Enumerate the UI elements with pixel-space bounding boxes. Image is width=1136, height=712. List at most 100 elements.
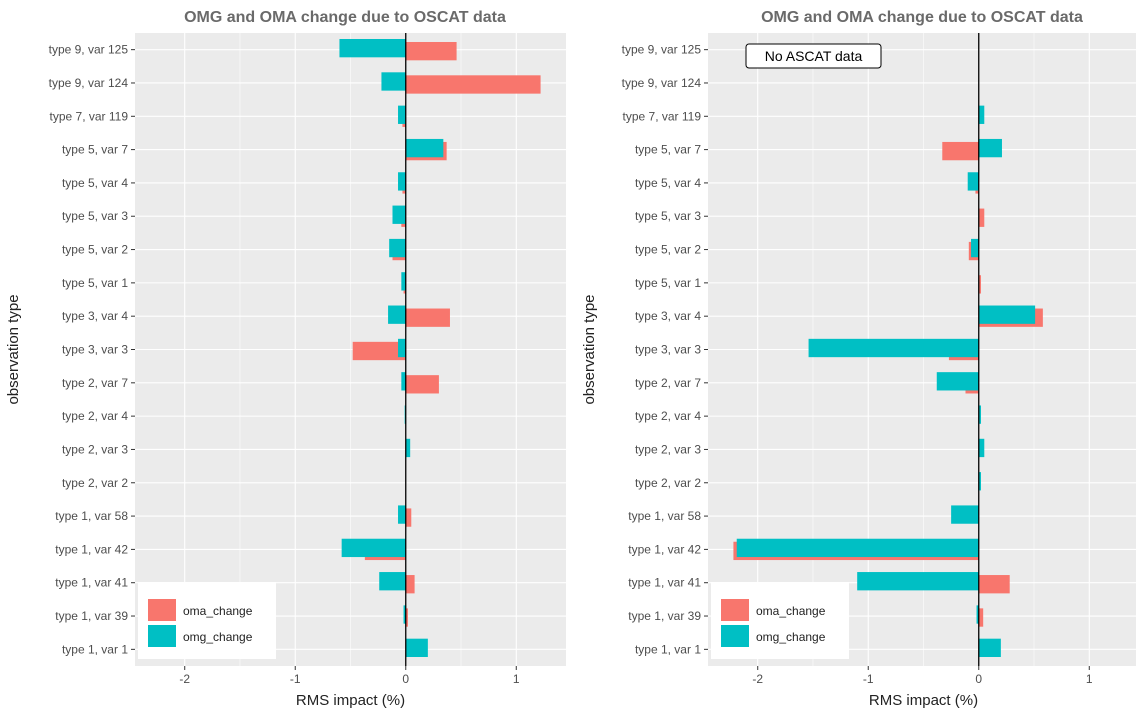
bar-omg_change-15 [967, 172, 979, 191]
bar-oma_change-19 [405, 41, 457, 61]
x-tick-label: -1 [290, 672, 301, 686]
y-tick-label: type 5, var 1 [62, 276, 128, 290]
bar-omg_change-17 [978, 105, 985, 124]
annotation: No ASCAT data [745, 43, 882, 69]
y-tick-label: type 9, var 125 [49, 43, 129, 57]
bar-omg_change-8 [978, 405, 981, 424]
series-omg_change [736, 38, 1036, 658]
x-tick-label: 1 [513, 672, 520, 686]
bar-omg_change-1 [405, 638, 428, 658]
legend-label-oma_change: oma_change [183, 604, 253, 618]
legend: oma_change omg_change [711, 582, 849, 659]
bar-omg_change-6 [978, 472, 981, 491]
y-tick-label: type 5, var 3 [62, 209, 128, 223]
y-tick-label: type 2, var 3 [635, 442, 701, 456]
bar-omg_change-16 [978, 138, 1002, 158]
x-axis-label: RMS impact (%) [296, 692, 405, 709]
y-tick-label: type 1, var 58 [55, 509, 128, 523]
y-tick-label: type 1, var 42 [55, 542, 128, 556]
y-tick-label: type 5, var 3 [635, 209, 701, 223]
bar-oma_change-9 [405, 375, 439, 394]
y-tick-label: type 7, var 119 [623, 109, 702, 123]
y-tick-label: type 5, var 1 [635, 276, 701, 290]
series-omg_change [339, 38, 444, 658]
bar-oma_change-5 [405, 508, 412, 527]
y-tick-label: type 2, var 7 [62, 376, 128, 390]
bar-oma_change-16 [942, 141, 979, 161]
bar-oma_change-3 [405, 575, 415, 594]
bar-omg_change-2 [976, 605, 979, 624]
bar-oma_change-2 [405, 608, 408, 627]
x-tick-label: 0 [975, 672, 982, 686]
annotation-text: No ASCAT data [765, 48, 863, 64]
chart-title: OMG and OMA change due to OSCAT data [184, 9, 506, 26]
y-tick-label: type 2, var 3 [62, 442, 128, 456]
chart-title: OMG and OMA change due to OSCAT data [761, 9, 1083, 26]
bar-omg_change-12 [401, 272, 406, 291]
legend-label-oma_change: oma_change [756, 604, 826, 618]
bar-omg_change-4 [341, 538, 406, 558]
legend-swatch-oma_change [148, 599, 176, 621]
y-tick-label: type 3, var 4 [62, 309, 128, 323]
y-tick-label: type 2, var 2 [62, 476, 128, 490]
x-tick-label: 0 [402, 672, 409, 686]
y-tick-label: type 5, var 7 [635, 143, 701, 157]
y-tick-label: type 3, var 3 [635, 343, 701, 357]
chart-panel-1: type 1, var 1 type 1, var 39 type 1, var 4… [5, 9, 566, 709]
bar-omg_change-13 [389, 238, 406, 258]
legend-swatch-omg_change [148, 625, 176, 647]
x-tick-label: -2 [752, 672, 763, 686]
chart-panel-2: type 1, var 1 type 1, var 39 type 1, var 4… [581, 9, 1136, 709]
y-tick-label: type 2, var 2 [635, 476, 701, 490]
y-tick-label: type 9, var 124 [49, 76, 129, 90]
bar-omg_change-19 [339, 38, 406, 58]
legend-swatch-omg_change [721, 625, 749, 647]
legend-label-omg_change: omg_change [756, 630, 826, 644]
y-tick-label: type 1, var 41 [628, 576, 701, 590]
bar-omg_change-7 [405, 438, 411, 458]
y-tick-label: type 3, var 3 [62, 343, 128, 357]
bar-oma_change-12 [978, 275, 981, 294]
y-tick-label: type 2, var 7 [635, 376, 701, 390]
bars [339, 38, 541, 661]
bar-omg_change-3 [379, 572, 406, 591]
y-tick-label: type 7, var 119 [50, 109, 129, 123]
y-tick-label: type 2, var 4 [635, 409, 701, 423]
x-tick-label: -2 [179, 672, 190, 686]
y-tick-label: type 2, var 4 [62, 409, 128, 423]
y-tick-label: type 5, var 2 [635, 243, 701, 257]
bar-omg_change-5 [398, 505, 406, 524]
y-tick-label: type 1, var 58 [628, 509, 701, 523]
bar-omg_change-14 [392, 205, 406, 224]
bar-omg_change-15 [398, 172, 406, 191]
y-tick-label: type 1, var 39 [55, 609, 128, 623]
bar-omg_change-7 [978, 438, 985, 458]
bar-omg_change-2 [403, 605, 406, 624]
legend: oma_change omg_change [138, 582, 276, 659]
y-tick-label: type 9, var 125 [622, 43, 702, 57]
bar-omg_change-11 [388, 305, 406, 324]
y-axis-label: observation type [581, 294, 598, 404]
y-tick-label: type 1, var 1 [635, 642, 701, 656]
annotation-box [745, 43, 882, 69]
bar-oma_change-11 [405, 308, 450, 327]
bar-omg_change-10 [398, 338, 406, 358]
y-tick-label: type 1, var 1 [62, 642, 128, 656]
x-tick-label: 1 [1086, 672, 1093, 686]
bar-omg_change-1 [978, 638, 1001, 658]
bar-omg_change-9 [936, 372, 979, 391]
legend-label-omg_change: omg_change [183, 630, 253, 644]
y-tick-label: type 9, var 124 [622, 76, 702, 90]
bar-omg_change-10 [808, 338, 979, 358]
y-tick-label: type 5, var 2 [62, 243, 128, 257]
bar-oma_change-10 [352, 341, 406, 361]
bar-omg_change-17 [398, 105, 406, 124]
y-tick-label: type 1, var 41 [55, 576, 128, 590]
bar-omg_change-16 [405, 138, 444, 158]
y-axis-label: observation type [5, 294, 22, 404]
y-tick-label: type 5, var 7 [62, 143, 128, 157]
y-tick-label: type 1, var 39 [628, 609, 701, 623]
y-tick-label: type 1, var 42 [628, 542, 701, 556]
bar-omg_change-5 [951, 505, 979, 524]
